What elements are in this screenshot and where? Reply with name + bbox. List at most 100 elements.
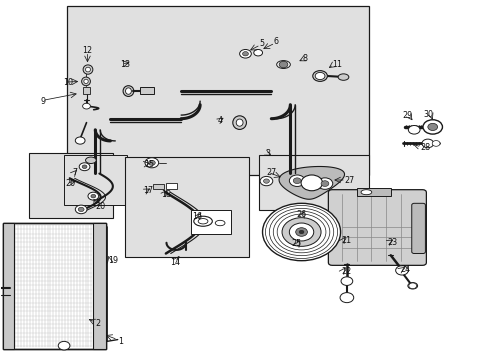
Ellipse shape bbox=[360, 190, 371, 195]
Circle shape bbox=[239, 49, 251, 58]
Ellipse shape bbox=[83, 79, 88, 84]
Circle shape bbox=[58, 341, 70, 350]
Text: 26: 26 bbox=[296, 210, 306, 219]
Circle shape bbox=[82, 165, 87, 168]
Text: 4: 4 bbox=[217, 116, 222, 125]
Text: 14: 14 bbox=[170, 258, 180, 267]
Ellipse shape bbox=[81, 77, 90, 86]
Bar bbox=[3, 223, 14, 348]
FancyBboxPatch shape bbox=[411, 203, 425, 253]
Circle shape bbox=[301, 175, 322, 191]
Ellipse shape bbox=[407, 283, 417, 289]
Circle shape bbox=[279, 61, 287, 68]
Text: 23: 23 bbox=[386, 238, 397, 247]
Ellipse shape bbox=[236, 119, 243, 126]
Text: 7: 7 bbox=[73, 168, 78, 177]
Ellipse shape bbox=[232, 116, 246, 130]
Bar bbox=[125, 157, 249, 257]
Bar bbox=[3, 223, 105, 348]
Circle shape bbox=[315, 72, 325, 80]
Text: 10: 10 bbox=[63, 78, 73, 87]
Text: 1: 1 bbox=[118, 337, 122, 346]
Text: 29: 29 bbox=[402, 111, 412, 120]
Ellipse shape bbox=[123, 86, 134, 96]
Bar bbox=[259, 155, 368, 211]
Bar bbox=[66, 6, 368, 175]
Circle shape bbox=[82, 103, 90, 109]
Bar bbox=[166, 183, 177, 189]
Ellipse shape bbox=[198, 219, 207, 224]
Text: 5: 5 bbox=[259, 39, 264, 48]
Ellipse shape bbox=[85, 157, 96, 163]
Circle shape bbox=[253, 49, 262, 56]
Text: 27: 27 bbox=[344, 176, 354, 185]
Text: 8: 8 bbox=[302, 54, 306, 63]
Circle shape bbox=[88, 192, 99, 200]
Circle shape bbox=[422, 120, 442, 134]
Circle shape bbox=[91, 194, 96, 198]
Circle shape bbox=[321, 181, 328, 186]
Text: 17: 17 bbox=[143, 186, 153, 195]
Circle shape bbox=[431, 140, 439, 146]
Circle shape bbox=[427, 123, 437, 131]
Text: 15: 15 bbox=[144, 160, 154, 169]
Circle shape bbox=[262, 203, 340, 261]
Text: 21: 21 bbox=[340, 237, 350, 246]
Ellipse shape bbox=[83, 65, 93, 74]
Circle shape bbox=[78, 207, 84, 212]
Text: 30: 30 bbox=[423, 110, 433, 119]
Bar bbox=[356, 188, 390, 196]
Text: 20: 20 bbox=[96, 202, 106, 211]
Ellipse shape bbox=[193, 216, 212, 226]
Circle shape bbox=[79, 163, 90, 171]
Text: 9: 9 bbox=[41, 96, 46, 105]
Ellipse shape bbox=[125, 88, 131, 94]
Circle shape bbox=[75, 137, 85, 144]
Ellipse shape bbox=[85, 67, 90, 72]
Circle shape bbox=[299, 230, 304, 234]
Circle shape bbox=[395, 266, 407, 275]
Polygon shape bbox=[279, 166, 344, 199]
Text: 2: 2 bbox=[96, 319, 101, 328]
Circle shape bbox=[408, 283, 416, 289]
Circle shape bbox=[263, 179, 269, 183]
Circle shape bbox=[289, 223, 313, 241]
Bar bbox=[3, 223, 105, 348]
Circle shape bbox=[339, 293, 353, 303]
Bar bbox=[93, 223, 105, 348]
Circle shape bbox=[295, 228, 307, 236]
Bar bbox=[82, 87, 90, 94]
Text: 28: 28 bbox=[419, 143, 429, 152]
Circle shape bbox=[282, 218, 321, 246]
Circle shape bbox=[317, 178, 332, 189]
Bar bbox=[153, 184, 163, 189]
Circle shape bbox=[293, 178, 301, 184]
Text: 27: 27 bbox=[266, 168, 276, 177]
Bar bbox=[140, 87, 154, 94]
Circle shape bbox=[289, 175, 305, 186]
Circle shape bbox=[260, 176, 272, 186]
Text: 24: 24 bbox=[400, 265, 410, 274]
Ellipse shape bbox=[312, 71, 327, 81]
Circle shape bbox=[148, 160, 155, 165]
Text: 22: 22 bbox=[340, 267, 350, 276]
Text: 12: 12 bbox=[82, 46, 92, 55]
Text: 11: 11 bbox=[331, 60, 342, 69]
Text: 3: 3 bbox=[264, 149, 269, 158]
Circle shape bbox=[145, 158, 158, 168]
Text: 18: 18 bbox=[161, 190, 171, 199]
Text: 6: 6 bbox=[273, 37, 278, 46]
Bar bbox=[29, 153, 113, 218]
Circle shape bbox=[407, 126, 419, 134]
Text: 20: 20 bbox=[65, 179, 75, 188]
Ellipse shape bbox=[215, 220, 224, 226]
Ellipse shape bbox=[276, 60, 290, 68]
FancyBboxPatch shape bbox=[328, 190, 426, 265]
Text: 25: 25 bbox=[291, 239, 301, 248]
Ellipse shape bbox=[337, 74, 348, 80]
Text: 19: 19 bbox=[108, 256, 118, 265]
Circle shape bbox=[242, 51, 248, 56]
Circle shape bbox=[421, 139, 433, 148]
Circle shape bbox=[75, 205, 87, 214]
Text: 16: 16 bbox=[191, 212, 202, 221]
